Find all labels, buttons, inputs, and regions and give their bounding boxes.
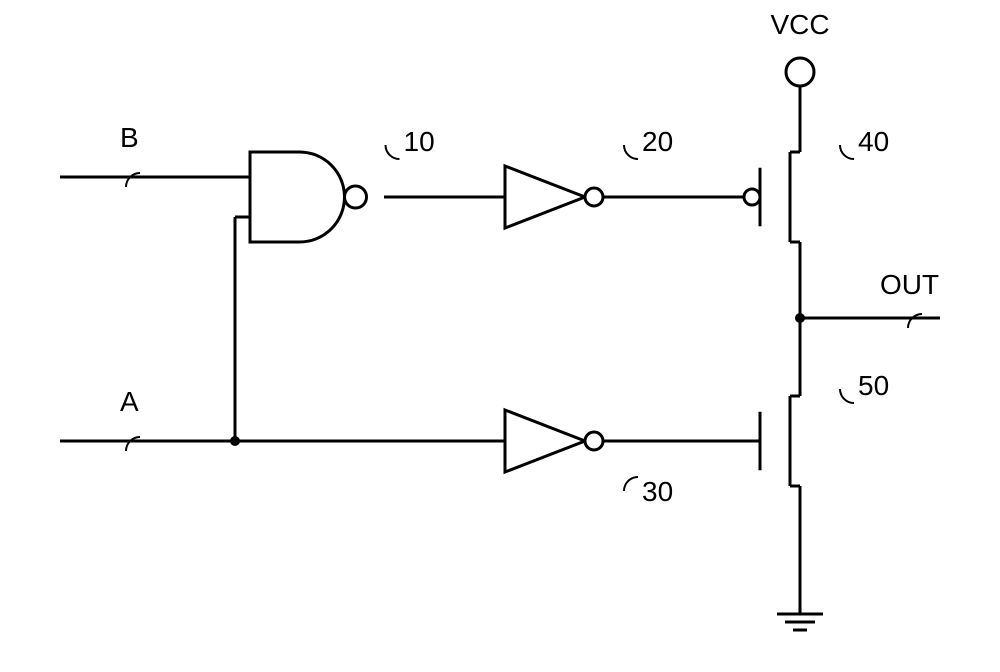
junction-dot (795, 313, 805, 323)
svg-text:40: 40 (858, 126, 889, 157)
junction-dot (230, 436, 240, 446)
inverter-20 (505, 166, 603, 228)
pmos-40 (744, 152, 800, 242)
nand-gate-10 (250, 152, 367, 242)
out-label: OUT (880, 269, 939, 300)
vcc-label: VCC (770, 9, 829, 40)
vcc-node (786, 58, 814, 86)
ground-symbol (777, 594, 823, 630)
svg-text:10: 10 (404, 126, 435, 157)
wires (60, 86, 940, 594)
svg-text:20: 20 (642, 126, 673, 157)
inverter-30 (505, 410, 603, 472)
svg-text:30: 30 (642, 476, 673, 507)
svg-text:50: 50 (858, 370, 889, 401)
input-a-label: A (120, 386, 139, 417)
input-b-label: B (120, 122, 139, 153)
nmos-50 (760, 396, 800, 486)
